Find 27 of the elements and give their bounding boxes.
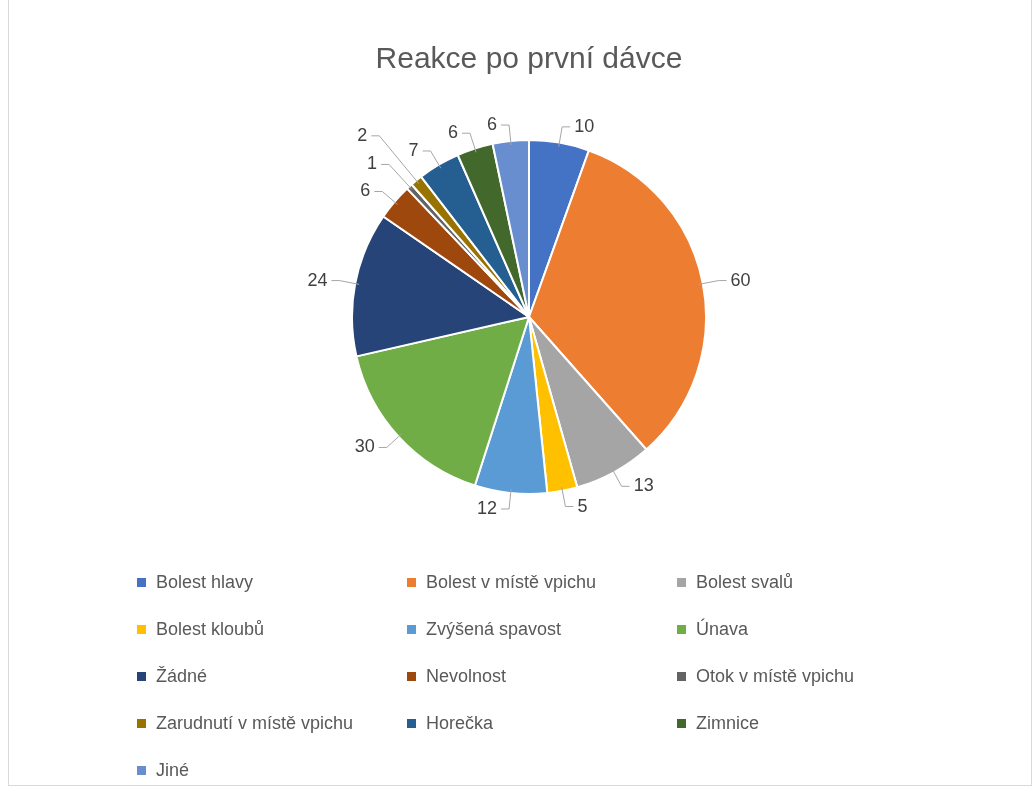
data-label: 24 — [307, 269, 328, 290]
data-label: 6 — [487, 114, 498, 134]
data-label: 5 — [577, 495, 588, 516]
legend-label: Bolest svalů — [696, 571, 794, 593]
data-label: 6 — [447, 122, 458, 143]
legend-label: Zimnice — [696, 712, 760, 734]
legend-label: Žádné — [156, 665, 208, 687]
legend-label: Nevolnost — [426, 665, 507, 687]
legend-label: Jiné — [156, 759, 190, 781]
data-label: 13 — [633, 475, 654, 496]
legend-label: Otok v místě vpichu — [696, 665, 855, 687]
data-label: 12 — [477, 497, 498, 518]
legend-label: Bolest hlavy — [156, 571, 254, 593]
data-label: 6 — [360, 180, 371, 201]
data-label: 30 — [354, 436, 375, 457]
legend-label: Zvýšená spavost — [426, 618, 562, 640]
legend-label: Bolest v místě vpichu — [426, 571, 597, 593]
legend-label: Únava — [696, 618, 749, 640]
data-label: 7 — [408, 139, 419, 160]
data-label: 10 — [574, 115, 595, 136]
chart-title: Reakce po první dávce — [375, 41, 683, 75]
legend-label: Horečka — [426, 712, 494, 734]
data-label: 2 — [357, 124, 368, 145]
legend-label: Zarudnutí v místě vpichu — [156, 712, 354, 734]
legend-label: Bolest kloubů — [156, 618, 265, 640]
data-label: 60 — [730, 269, 751, 290]
data-label: 1 — [367, 153, 378, 174]
